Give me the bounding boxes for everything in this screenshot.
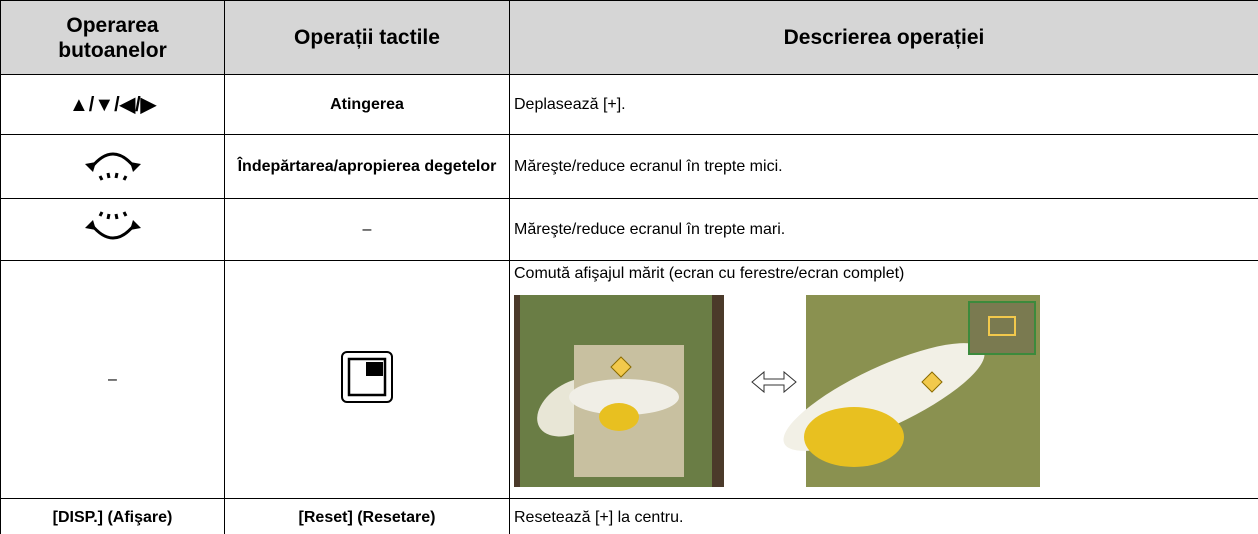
button-cell: – [1, 261, 225, 499]
row: [DISP.] (Afişare) [Reset] (Resetare) Res… [1, 499, 1258, 534]
header-row: Operarea butoanelor Operații tactile Des… [1, 1, 1258, 75]
description-cell: Măreşte/reduce ecranul în trepte mari. [510, 199, 1258, 261]
button-cell [1, 135, 225, 199]
touch-cell: Îndepărtarea/apropierea degetelor [225, 135, 510, 199]
dial-icon [83, 204, 143, 250]
window-icon [340, 350, 394, 404]
button-cell: ▲/▼/◀/▶ [1, 75, 225, 135]
touch-cell: – [225, 199, 510, 261]
description-cell: Măreşte/reduce ecranul în trepte mici. [510, 135, 1258, 199]
description-cell: Resetează [+] la centru. [510, 499, 1258, 534]
header-cell: Descrierea operației [510, 1, 1258, 75]
button-cell: [DISP.] (Afişare) [1, 499, 225, 534]
row: – Măreşte/reduce ecranul în trepte mari. [1, 199, 1258, 261]
dial-icon [83, 142, 143, 186]
header-cell: Operații tactile [225, 1, 510, 75]
button-cell [1, 199, 225, 261]
description-cell: Deplasează [+]. [510, 75, 1258, 135]
touch-cell: Atingerea [225, 75, 510, 135]
zoom-illustration [514, 287, 1054, 487]
description-text: Comută afişajul mărit (ecran cu ferestre… [514, 265, 1254, 283]
row: ▲/▼/◀/▶ Atingerea Deplasează [+]. [1, 75, 1258, 135]
row: Îndepărtarea/apropierea degetelor Măreşt… [1, 135, 1258, 199]
touch-cell [225, 261, 510, 499]
row: – Comută afişajul mărit (ecran cu ferest… [1, 261, 1258, 499]
touch-cell: [Reset] (Resetare) [225, 499, 510, 534]
description-cell: Comută afişajul mărit (ecran cu ferestre… [510, 261, 1258, 499]
header-cell: Operarea butoanelor [1, 1, 225, 75]
